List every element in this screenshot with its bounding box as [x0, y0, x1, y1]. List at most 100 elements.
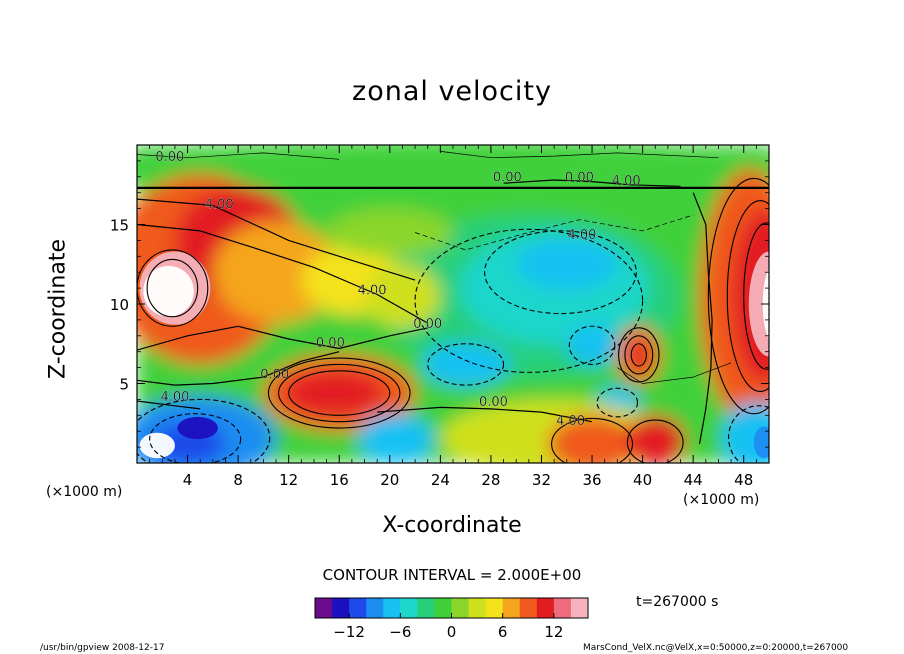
field-blob	[516, 238, 618, 290]
contour-ring	[707, 177, 769, 415]
y-tick-label: 15	[110, 217, 129, 235]
colorbar-tick-label: 0	[447, 623, 457, 641]
colorbar-tick-label: 12	[544, 623, 563, 641]
colorbar-cell	[434, 598, 444, 618]
y-tick-label: 5	[119, 376, 129, 394]
x-axis-unit-label: (×1000 m)	[46, 484, 123, 500]
colorbar-tick-label: 6	[498, 623, 508, 641]
contour-ring	[414, 228, 644, 373]
contour-ring	[288, 370, 391, 416]
contour-ring	[267, 357, 411, 429]
x-tick-label: 44	[684, 471, 703, 489]
contour-ring	[137, 398, 271, 463]
contour-label: 0.00	[493, 171, 522, 186]
colorbar-cell	[468, 598, 478, 618]
contour-ring	[726, 200, 769, 392]
contour-ring	[149, 413, 242, 463]
contour-ring	[624, 335, 654, 375]
x-tick-label: 36	[582, 471, 601, 489]
x-tick-label: 12	[279, 471, 298, 489]
contour-ring	[626, 419, 684, 463]
colorbar-cell	[374, 598, 384, 618]
x-axis-label: X-coordinate	[382, 513, 522, 538]
contour-line	[692, 192, 713, 445]
colorbar-cell	[536, 598, 546, 618]
x-tick-label: 8	[233, 471, 243, 489]
contour-ring	[484, 230, 637, 315]
contour-label: 0.00	[316, 336, 345, 351]
contour-ring	[278, 363, 401, 423]
footer-right: MarsCond_VelX.nc@VelX,x=0:50000,z=0:2000…	[583, 643, 849, 653]
contour-line	[503, 179, 681, 187]
y-tick-label: 10	[110, 296, 129, 314]
colorbar-tick-label: −12	[333, 623, 365, 641]
colorbar-cell	[477, 598, 487, 618]
field-blob	[358, 413, 435, 463]
contour-labels: 0.00 4.00 0.00 0.00 4.00 4.00 4.00 0.00 0.00 0.00…	[155, 150, 640, 429]
colorbar-cell	[357, 598, 367, 618]
contour-line	[440, 151, 719, 159]
contour-line	[377, 406, 593, 423]
field-blobs	[137, 145, 769, 463]
contour-ring	[630, 343, 647, 367]
contour-line	[137, 400, 201, 410]
chart-title: zonal velocity	[352, 76, 552, 107]
field-blob	[364, 264, 441, 328]
x-tick-label: 24	[431, 471, 450, 489]
contour-ring	[146, 258, 199, 318]
field-extreme	[139, 432, 175, 459]
contour-label: 4.00	[205, 198, 234, 213]
colorbar-cell	[502, 598, 512, 618]
contour-ring	[568, 325, 616, 365]
contour-ring	[743, 222, 769, 370]
contour-line	[137, 223, 428, 324]
colorbar-cell	[570, 598, 580, 618]
colorbar-cell	[417, 598, 427, 618]
x-axis-unit-label-right: (×1000 m)	[683, 492, 760, 508]
contour-ring	[618, 327, 660, 383]
contour-lines	[137, 151, 769, 463]
colorbar-cell	[494, 598, 504, 618]
x-tick-label: 16	[330, 471, 349, 489]
contour-line	[414, 214, 694, 251]
field-blob	[547, 415, 637, 463]
contour-ring	[596, 387, 639, 418]
contour-ring	[137, 249, 209, 327]
field-extreme	[748, 251, 769, 357]
field-blob	[421, 342, 510, 387]
field-blob	[283, 370, 385, 416]
contour-ring	[551, 417, 634, 463]
colorbar-cell	[485, 598, 495, 618]
field-extreme	[143, 265, 194, 317]
colorbar-cell	[383, 598, 393, 618]
colorbar-cell	[451, 598, 461, 618]
colorbar-cell	[579, 598, 589, 618]
contour-line	[137, 152, 340, 160]
field-blob	[624, 415, 686, 463]
contour-label: 0.00	[155, 150, 184, 165]
contour-label: 0.00	[260, 368, 289, 383]
contour-line	[617, 362, 732, 384]
contour-line	[137, 351, 340, 386]
colorbar-cell	[340, 598, 350, 618]
contour-ring	[728, 405, 769, 463]
field-extreme	[753, 426, 769, 459]
colorbar-cell	[511, 598, 521, 618]
contour-label: 4.00	[612, 174, 641, 189]
contour-label: 0.00	[413, 317, 442, 332]
time-label: t=267000 s	[636, 594, 719, 610]
colorbar-cell	[349, 598, 359, 618]
colorbar: −12 −6 0 6 12	[314, 597, 589, 641]
colorbar-cell	[408, 598, 418, 618]
x-tick-label: 20	[380, 471, 399, 489]
colorbar-cell	[545, 598, 555, 618]
contour-label: 0.00	[565, 171, 594, 186]
colorbar-cell	[366, 598, 376, 618]
contour-label: 4.00	[567, 228, 596, 243]
colorbar-cell	[553, 598, 563, 618]
contour-ring	[427, 343, 505, 386]
contour-line	[137, 325, 428, 351]
colorbar-cell	[519, 598, 529, 618]
